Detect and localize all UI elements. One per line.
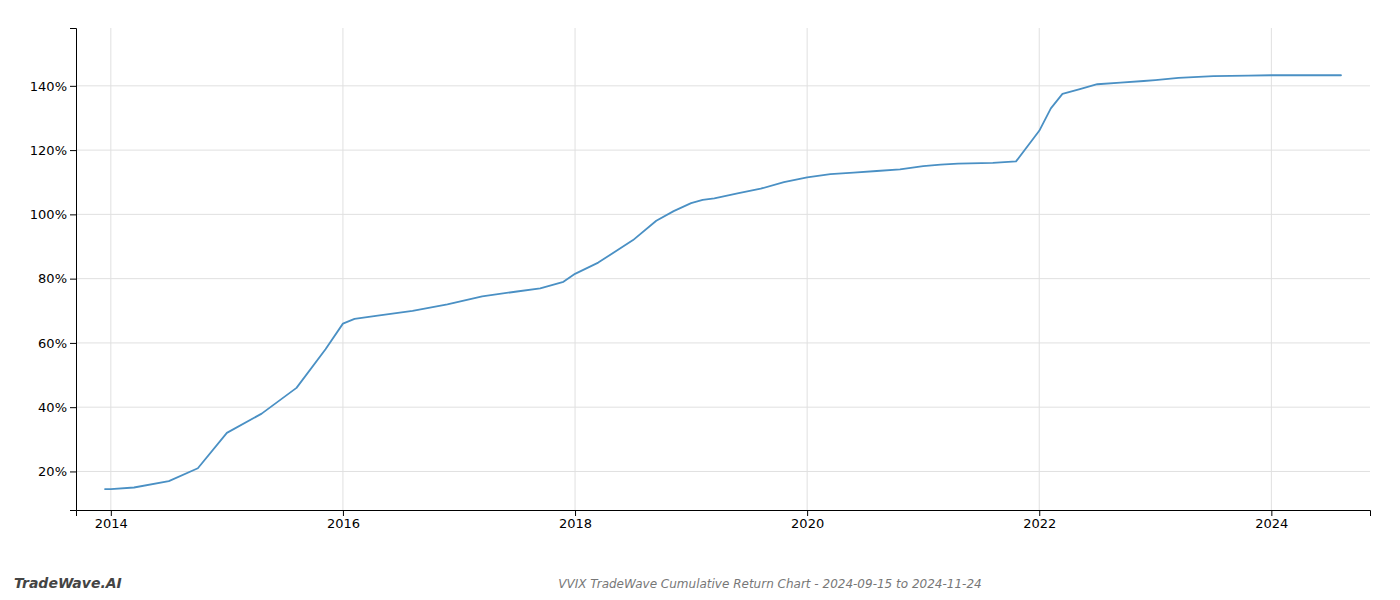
grid-line <box>76 214 1370 215</box>
tick-label: 2018 <box>559 516 592 531</box>
tick-mark <box>70 407 76 408</box>
grid-line <box>1039 28 1040 510</box>
tick: 40% <box>38 400 76 415</box>
tick: 140% <box>30 79 76 94</box>
tick-label: 100% <box>30 207 67 222</box>
tick-mark <box>70 214 76 215</box>
tick-label: 2020 <box>791 516 824 531</box>
tick-mark <box>1271 510 1272 516</box>
tick-mark <box>343 510 344 516</box>
tick-mark <box>70 150 76 151</box>
tick-mark <box>70 343 76 344</box>
line <box>105 75 1341 489</box>
plot-area: 2014 2016 2018 2020 2022 2024 20% 40% 60% 80% 100%… <box>30 28 1371 531</box>
grid-line <box>1271 28 1272 510</box>
tick-label: 2014 <box>95 516 128 531</box>
grid-line <box>76 471 1370 472</box>
tick-mark <box>70 86 76 87</box>
tick: 100% <box>30 207 76 222</box>
tick-label: 120% <box>30 143 67 158</box>
tick-label: 2024 <box>1255 516 1288 531</box>
title: VVIX TradeWave Cumulative Return Chart -… <box>558 577 981 591</box>
tick-label: 2016 <box>327 516 360 531</box>
tick-label: 20% <box>38 464 67 479</box>
tick: 80% <box>38 271 76 286</box>
tick: 2016 <box>327 510 360 531</box>
tick-label: 40% <box>38 400 67 415</box>
tick-label: 60% <box>38 336 67 351</box>
y-axis: 20% 40% 60% 80% 100% 120% 140% <box>30 29 77 511</box>
tick: 60% <box>38 336 76 351</box>
tick: 20% <box>38 464 76 479</box>
grid-line <box>76 278 1370 279</box>
tick-mark <box>70 471 76 472</box>
tick-mark <box>575 510 576 516</box>
tick: 2022 <box>1023 510 1056 531</box>
tick-mark <box>111 510 112 516</box>
grid-line <box>110 28 111 510</box>
axis-line <box>70 29 77 511</box>
marks <box>105 75 1341 489</box>
annotation: TradeWave.AI <box>14 575 122 591</box>
tick: 2018 <box>559 510 592 531</box>
grid-line <box>76 150 1370 151</box>
chart: 2014 2016 2018 2020 2022 2024 20% 40% 60% 80% 100%… <box>0 0 1400 600</box>
grid-line <box>76 342 1370 343</box>
axis-line <box>77 511 1371 517</box>
grid-line <box>807 28 808 510</box>
grid-line <box>342 28 343 510</box>
tick-label: 140% <box>30 79 67 94</box>
tick: 2024 <box>1255 510 1288 531</box>
tick: 120% <box>30 143 76 158</box>
tick-mark <box>807 510 808 516</box>
grid <box>76 28 1370 510</box>
tick: 2014 <box>95 510 128 531</box>
tick-mark <box>70 279 76 280</box>
grid-line <box>575 28 576 510</box>
tick-mark <box>1039 510 1040 516</box>
tick-label: 2022 <box>1023 516 1056 531</box>
tick-label: 80% <box>38 271 67 286</box>
x-axis: 2014 2016 2018 2020 2022 2024 <box>77 510 1371 531</box>
grid-line <box>76 85 1370 86</box>
tick: 2020 <box>791 510 824 531</box>
